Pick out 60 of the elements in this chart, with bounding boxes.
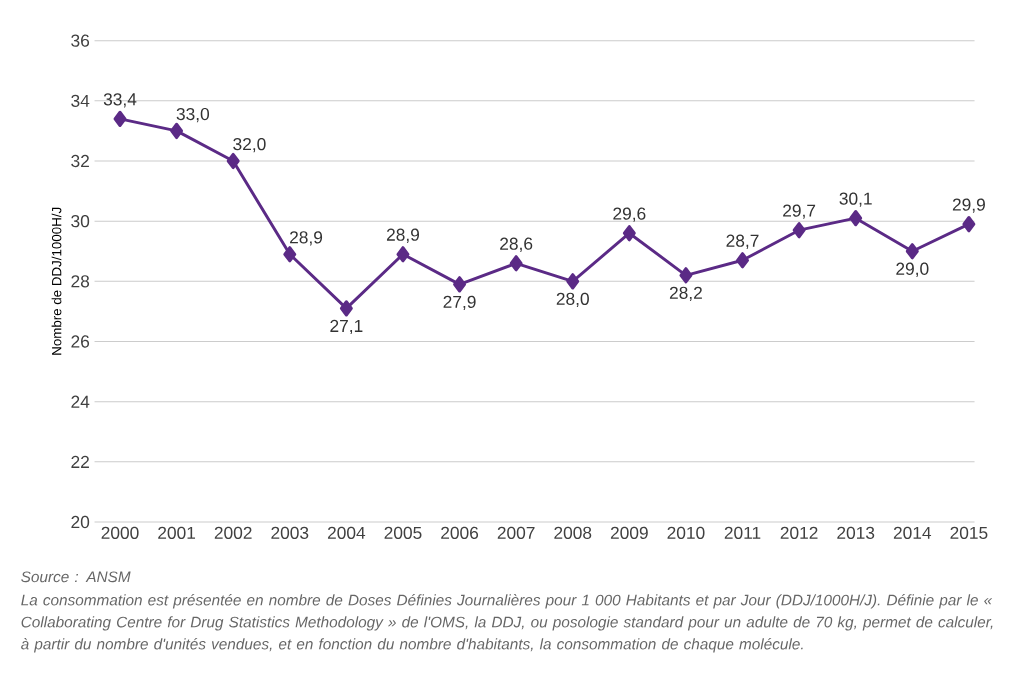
x-tick-label: 2012 [780, 526, 818, 539]
y-tick-label: 34 [71, 94, 90, 107]
point [962, 216, 976, 233]
point [453, 276, 467, 293]
point [849, 210, 863, 227]
point [905, 243, 919, 260]
y-tick-label: 28 [71, 275, 90, 288]
y-tick-label: 20 [71, 515, 90, 529]
data-label: 28,9 [386, 228, 420, 243]
data-label: 29,7 [783, 204, 816, 219]
y-tick-label: 24 [71, 395, 90, 408]
x-tick-label: 2004 [327, 526, 366, 539]
x-tick-label: 2003 [271, 526, 309, 539]
point [509, 255, 523, 272]
y-tick-label: 36 [71, 34, 90, 47]
x-tick-label: 2005 [384, 526, 422, 539]
data-label: 28,0 [556, 292, 589, 308]
point [679, 267, 693, 284]
point [622, 225, 636, 242]
x-tick-label: 2008 [554, 526, 592, 539]
x-tick-label: 2011 [724, 526, 761, 539]
x-tick-label: 2009 [610, 526, 648, 539]
data-label: 28,6 [500, 237, 533, 252]
data-label: 30,1 [839, 192, 872, 207]
point [170, 122, 184, 140]
y-tick-label: 30 [71, 215, 90, 228]
point [226, 152, 240, 170]
x-tick-label: 2015 [950, 526, 988, 539]
point [566, 273, 580, 290]
y-axis-title: Nombre de DDJ/1000H/J [51, 207, 62, 355]
point [113, 110, 127, 128]
data-label: 27,9 [443, 295, 476, 311]
point [396, 246, 410, 263]
data-label: 29,0 [896, 262, 929, 277]
x-tick-label: 2006 [441, 526, 479, 539]
y-tick-label: 32 [71, 154, 89, 168]
text: La consommation est présentée en nombre de Doses Définies Journalières pour 1 000 Habitants et par Jour (DDJ/1000H/J). Définie par le « Collaborating Centre for Drug Statistics Methodology » de l'OMS, la DDJ, ou posologie standard pour un adulte de 70 kg, permet de calculer, à partir du nombre d'unités vendues, et en fonction du nombre d'habitants, la consommation de chaque molécule. [21, 594, 993, 653]
x-tick-label: 2000 [101, 526, 139, 539]
point [339, 300, 353, 317]
data-label: 27,1 [330, 319, 363, 335]
data-label: 28,9 [290, 231, 323, 246]
x-tick-label: 2014 [893, 526, 932, 539]
source-note: Source : ANSM [21, 571, 131, 583]
point [792, 222, 806, 239]
x-tick-label: 2001 [158, 526, 196, 539]
data-label: 28,2 [669, 286, 702, 302]
point [736, 252, 749, 269]
data-label: 29,6 [613, 207, 646, 222]
x-tick-label: 2002 [214, 526, 252, 539]
y-tick-label: 22 [71, 455, 89, 468]
data-label: 33,0 [176, 107, 210, 123]
data-label: 32,0 [233, 137, 266, 153]
x-tick-label: 2007 [497, 526, 535, 539]
y-tick-label: 26 [71, 335, 90, 348]
x-tick-label: 2010 [667, 526, 705, 539]
data-label: 33,4 [103, 93, 137, 108]
point [283, 246, 297, 263]
x-tick-label: 2013 [837, 526, 875, 539]
data-label: 29,9 [952, 198, 985, 213]
data-label: 28,7 [726, 234, 759, 249]
